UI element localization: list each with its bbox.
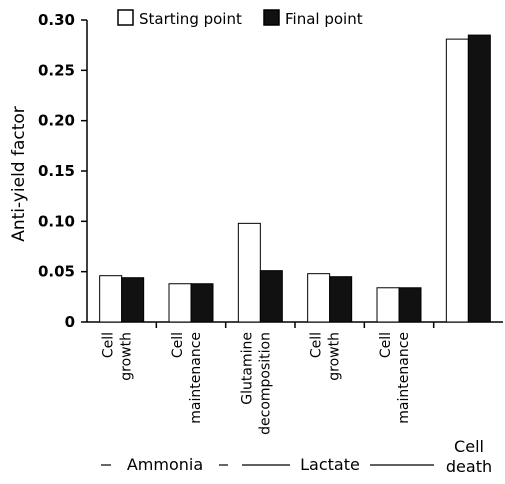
x-category-label: Cell growth [309, 332, 343, 381]
bar-starting-point [99, 275, 123, 323]
bar-starting-point [376, 287, 400, 323]
bar-final-point [190, 283, 214, 323]
bar-starting-point [168, 283, 192, 323]
legend: Starting point Final point [117, 9, 363, 28]
axes [86, 20, 503, 323]
bar-final-point [467, 34, 491, 323]
bars [99, 34, 491, 323]
bar-final-point [121, 277, 145, 323]
x-group-labels: Ammonia Lactate Cell death [101, 437, 492, 476]
bar-starting-point [237, 222, 261, 323]
x-category-labels: Cell growth Cell maintenance Glutamine decomp… [101, 322, 435, 435]
group-label-lactate: Lactate [300, 455, 360, 474]
y-tick-label: 0.20 [38, 112, 75, 130]
bar-final-point [259, 270, 283, 323]
x-category-label: Glutamine decomposition [239, 332, 273, 435]
bar-starting-point [307, 273, 331, 323]
x-category-label: Cell maintenance [170, 332, 204, 424]
group-label-cell-death: Cell death [446, 437, 492, 476]
legend-label: Starting point [139, 10, 242, 28]
x-category-label: Cell maintenance [378, 332, 412, 424]
y-tick-label: 0.15 [38, 162, 75, 180]
y-axis-label: Anti-yield factor [9, 106, 29, 242]
y-tick-label: 0.05 [38, 263, 75, 281]
legend-swatch [263, 9, 280, 26]
y-tick-label: 0.10 [38, 212, 75, 230]
y-tick-label: 0.30 [38, 11, 75, 29]
group-label-ammonia: Ammonia [127, 455, 203, 474]
y-ticks: 0 0.05 0.10 0.15 0.20 0.25 0.30 [38, 11, 87, 331]
legend-label: Final point [285, 10, 363, 28]
bar-final-point [329, 276, 353, 323]
y-tick-label: 0.25 [38, 61, 75, 79]
bar-starting-point [445, 38, 469, 323]
legend-swatch [117, 9, 134, 26]
bar-final-point [398, 287, 422, 323]
y-tick-label: 0 [65, 313, 75, 331]
x-category-label: Cell growth [101, 332, 135, 381]
